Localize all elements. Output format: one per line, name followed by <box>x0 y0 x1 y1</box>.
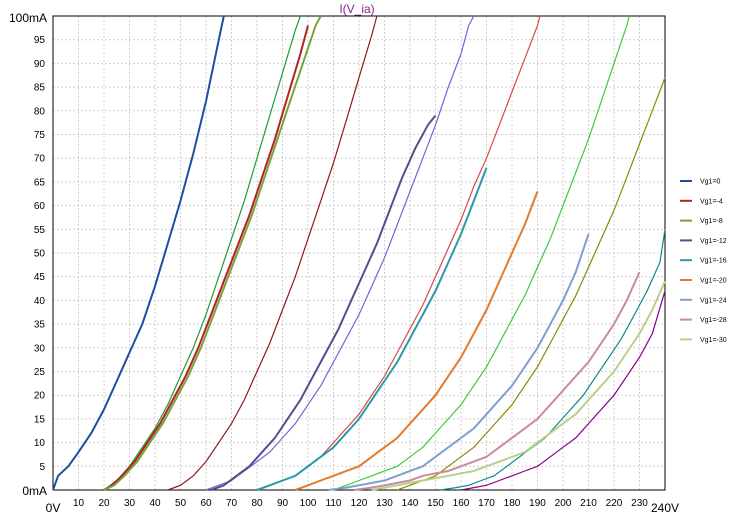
y-tick-label: 15 <box>34 414 46 425</box>
y-tick-label: 40 <box>34 296 46 307</box>
measured-curve <box>167 15 378 491</box>
series-line <box>210 114 437 491</box>
legend-label: Vg1=-16 <box>700 258 727 265</box>
y-tick-label: 70 <box>34 154 46 165</box>
curves <box>52 15 666 491</box>
x-tick-label: 120 <box>351 498 368 509</box>
legend-label: Vg1=-12 <box>700 238 727 245</box>
x-tick-label: 180 <box>504 498 521 509</box>
series-line <box>294 191 539 491</box>
legend-label: Vg1=0 <box>700 179 721 186</box>
y-tick-label: 20 <box>34 391 46 402</box>
y-tick-label: 65 <box>34 177 46 188</box>
measured-curve <box>103 15 301 491</box>
series-line <box>328 233 590 491</box>
x-max-label: 240V <box>651 501 679 515</box>
y-tick-label: 85 <box>34 83 46 94</box>
x-tick-label: 230 <box>631 498 648 509</box>
y-tick-label: 35 <box>34 320 46 331</box>
series-line <box>353 271 641 491</box>
x-tick-label: 40 <box>149 498 161 509</box>
x-tick-label: 100 <box>300 498 317 509</box>
y-tick-label: 95 <box>34 35 46 46</box>
x-tick-label: 200 <box>555 498 572 509</box>
x-tick-label: 60 <box>200 498 212 509</box>
x-tick-label: 140 <box>402 498 419 509</box>
y-tick-label: 10 <box>34 438 46 449</box>
y-tick-label: 25 <box>34 367 46 378</box>
y-tick-label: 60 <box>34 201 46 212</box>
x-tick-label: 130 <box>376 498 393 509</box>
x-tick-labels: 10 20 30 40 50 60 70 80 90 100 110 120 130 140 150 160 1… <box>73 498 648 509</box>
y-tick-labels: 5 10 15 20 25 30 35 40 45 50 55 60 65 70 75 80 85 90 95 <box>34 35 46 473</box>
y-tick-label: 75 <box>34 130 46 141</box>
legend-label: Vg1=-4 <box>700 198 723 205</box>
legend-label: Vg1=-24 <box>700 297 727 304</box>
measured-curve <box>440 229 666 491</box>
x-min-label: 0V <box>46 501 61 515</box>
measured-curve <box>460 290 666 491</box>
y-tick-label: 50 <box>34 249 46 260</box>
series-line <box>256 167 488 491</box>
series-line <box>103 15 322 491</box>
x-tick-label: 80 <box>251 498 263 509</box>
x-tick-label: 30 <box>124 498 136 509</box>
x-tick-label: 50 <box>175 498 187 509</box>
series-line <box>371 280 666 491</box>
legend: Vg1=0 Vg1=-4 Vg1=-8 Vg1=-12 Vg1=-16 Vg1=-20 Vg… <box>680 179 727 344</box>
measured-curve <box>205 15 475 491</box>
y-min-label: 0mA <box>22 484 47 498</box>
y-tick-label: 5 <box>39 462 45 473</box>
y-max-label: 100mA <box>9 11 47 25</box>
y-tick-label: 55 <box>34 225 46 236</box>
x-tick-label: 210 <box>580 498 597 509</box>
x-tick-label: 170 <box>478 498 495 509</box>
y-tick-label: 30 <box>34 343 46 354</box>
x-tick-label: 220 <box>606 498 623 509</box>
x-tick-label: 20 <box>98 498 110 509</box>
x-tick-label: 70 <box>226 498 238 509</box>
legend-label: Vg1=-30 <box>700 337 727 344</box>
x-tick-label: 160 <box>453 498 470 509</box>
measured-curve <box>333 15 630 491</box>
legend-label: Vg1=-8 <box>700 218 723 225</box>
x-tick-label: 190 <box>529 498 546 509</box>
series-line <box>103 25 309 491</box>
legend-label: Vg1=-20 <box>700 278 727 285</box>
y-tick-label: 45 <box>34 272 46 283</box>
x-tick-label: 90 <box>277 498 289 509</box>
y-tick-label: 90 <box>34 59 46 70</box>
legend-label: Vg1=-28 <box>700 317 727 324</box>
series-line <box>52 15 225 491</box>
x-tick-label: 150 <box>427 498 444 509</box>
measured-curve <box>397 77 666 491</box>
x-tick-label: 10 <box>73 498 85 509</box>
y-tick-label: 80 <box>34 106 46 117</box>
x-tick-label: 110 <box>326 498 342 509</box>
chart-title: I(V_ia) <box>339 2 374 16</box>
